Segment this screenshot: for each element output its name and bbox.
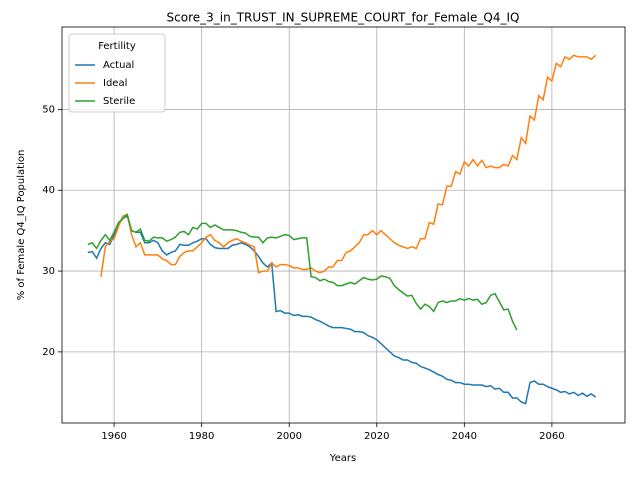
y-tick-label: 30 — [42, 266, 55, 277]
x-tick-label: 2000 — [276, 431, 301, 442]
y-tick-label: 50 — [42, 104, 55, 115]
y-axis-label: % of Female Q4_IQ Population — [16, 150, 27, 301]
x-tick-label: 2040 — [452, 431, 477, 442]
x-tick-label: 1980 — [189, 431, 214, 442]
series-line — [87, 213, 518, 331]
legend: Fertility Actual Ideal Sterile — [68, 33, 166, 113]
x-tick-label: 1960 — [101, 431, 126, 442]
legend-box — [68, 33, 166, 113]
x-axis-label: Years — [329, 453, 356, 464]
legend-label: Sterile — [103, 96, 135, 107]
series-line — [87, 215, 597, 405]
legend-label: Ideal — [103, 78, 127, 89]
x-tick-label: 2020 — [364, 431, 389, 442]
legend-title: Fertility — [98, 41, 136, 52]
chart-title: Score_3_in_TRUST_IN_SUPREME_COURT_for_Fe… — [167, 11, 520, 25]
series-line — [100, 54, 597, 277]
x-tick-label: 2060 — [539, 431, 564, 442]
legend-label: Actual — [103, 60, 134, 71]
y-tick-label: 20 — [42, 347, 55, 358]
y-tick-label: 40 — [42, 185, 55, 196]
plot-frame — [61, 26, 626, 424]
